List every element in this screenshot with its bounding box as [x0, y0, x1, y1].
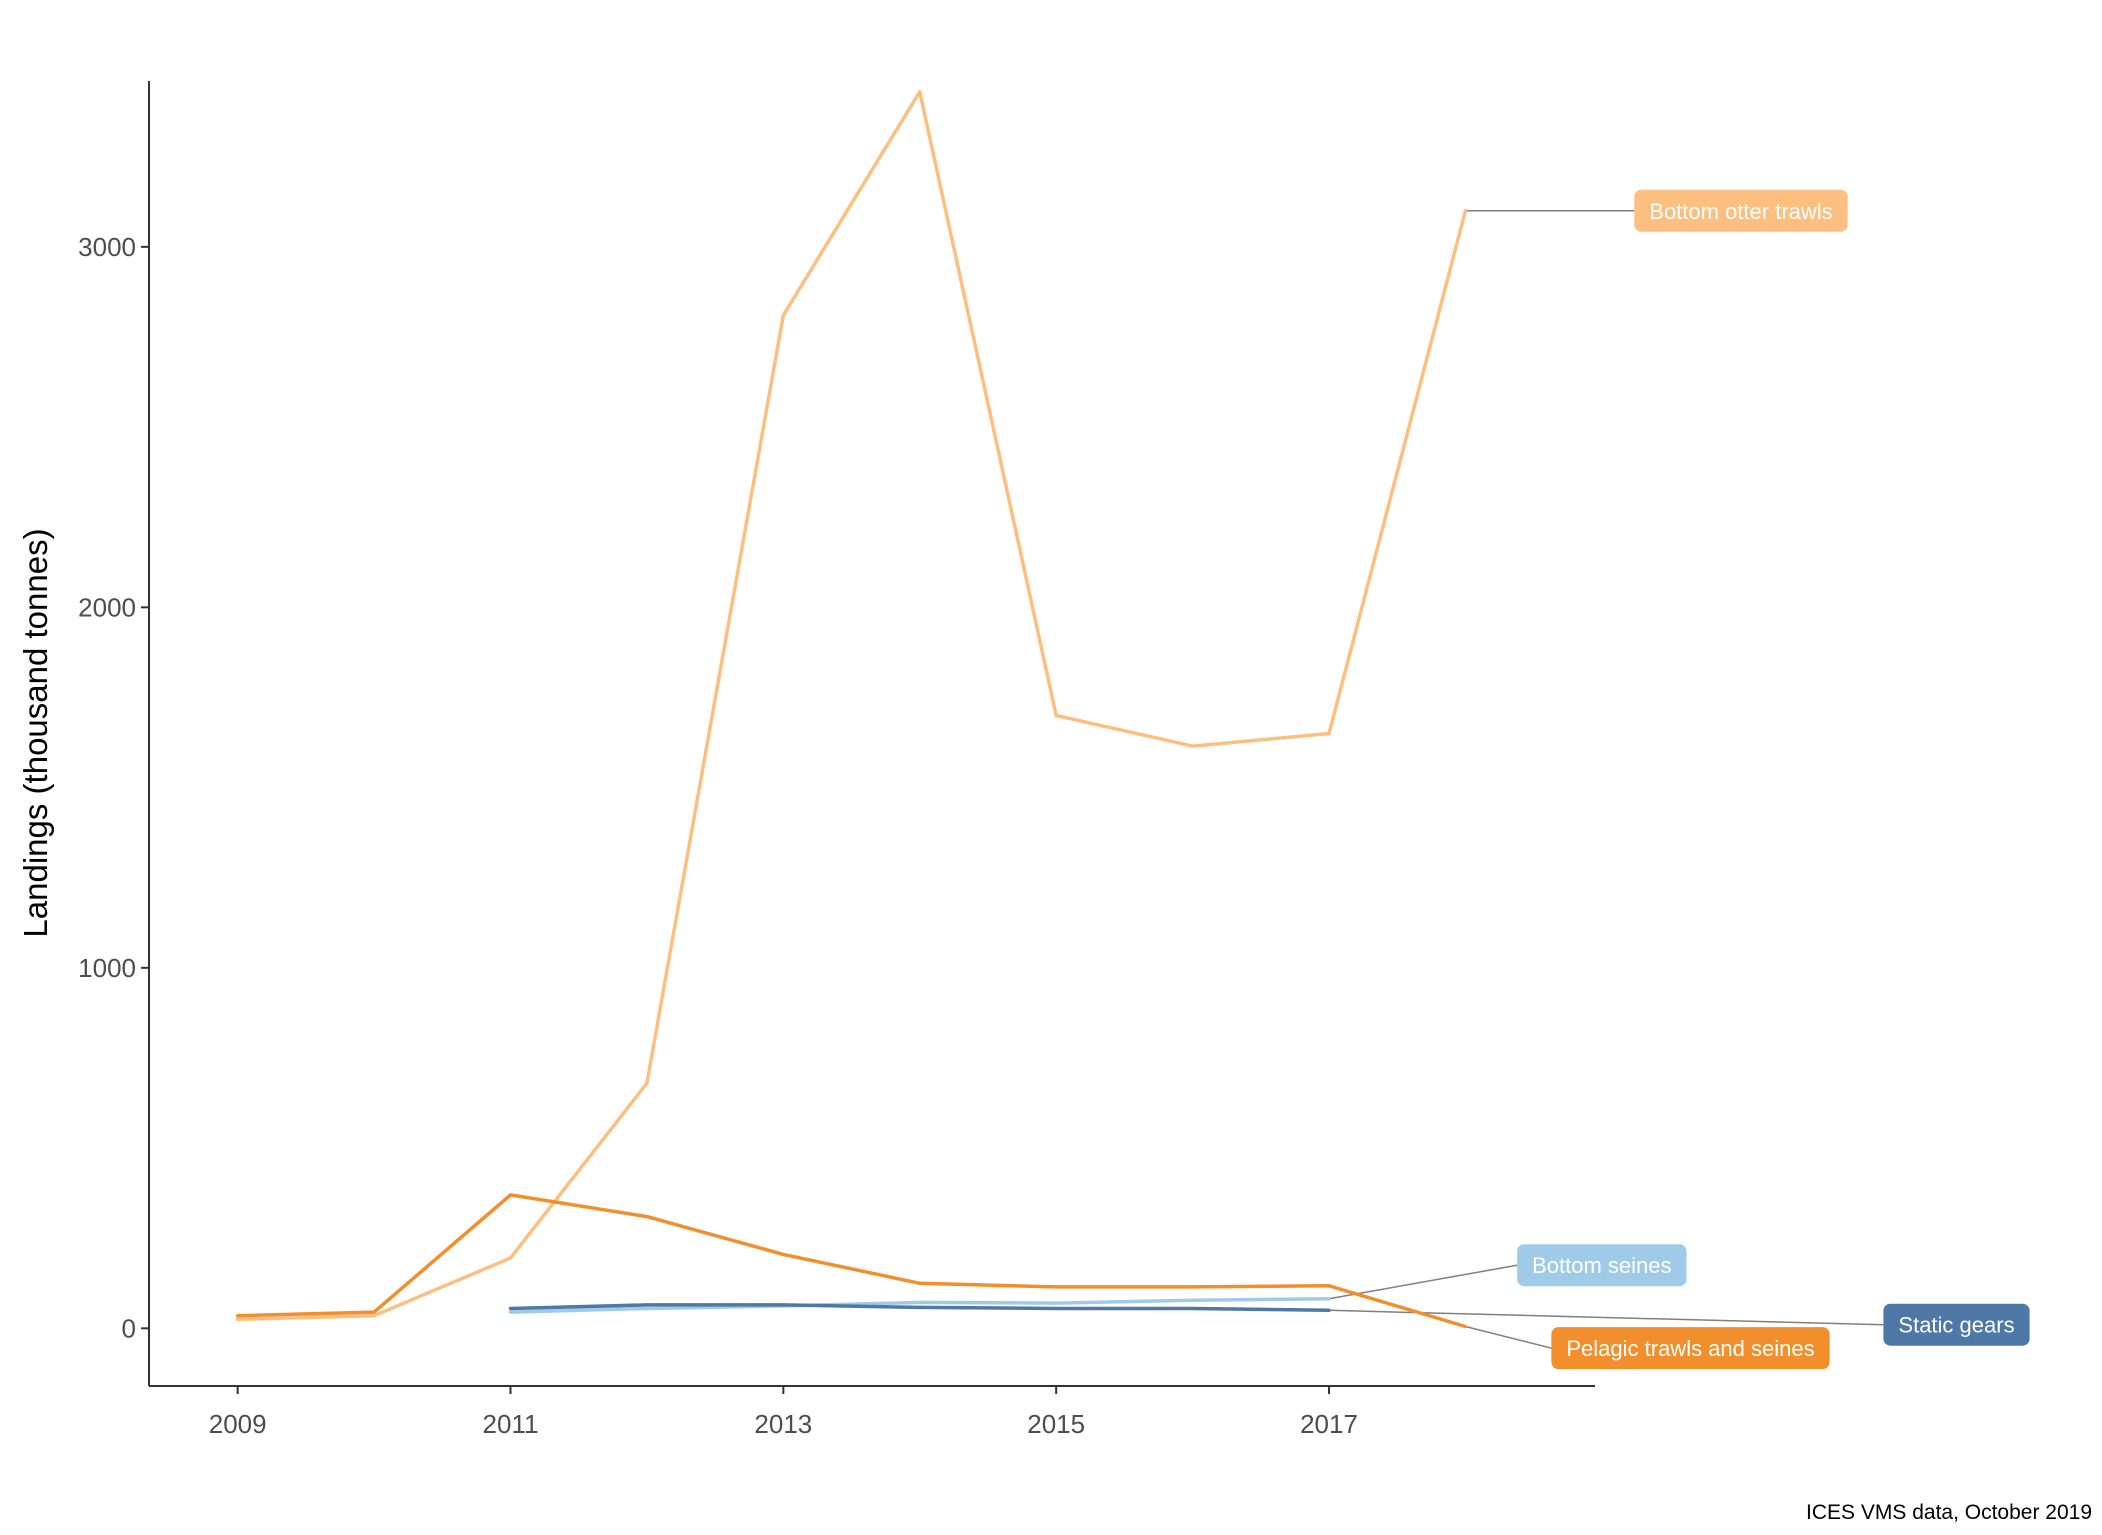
label-leader-lines: [1328, 210, 1884, 1349]
series-lines: [235, 90, 1468, 1329]
x-tick-label: 2015: [1027, 1409, 1085, 1439]
x-tick-label: 2017: [1300, 1409, 1358, 1439]
direct-label-box: [1517, 1244, 1687, 1287]
y-tick-label: 3000: [78, 232, 136, 262]
direct-label-text: Pelagic trawls and seines: [1566, 1336, 1814, 1361]
direct-label-box: [1551, 1327, 1830, 1370]
x-tick-label: 2013: [754, 1409, 812, 1439]
series-line-pelagic-trawls-and-seines: [235, 1193, 1468, 1329]
direct-label-box: [1883, 1303, 2030, 1346]
x-axis-ticks: 2009 2011 2013 2015 2017: [209, 1386, 1358, 1439]
y-tick-label: 1000: [78, 953, 136, 983]
direct-label-text: Bottom seines: [1532, 1253, 1671, 1278]
direct-label-bottom-seines: Bottom seines: [1517, 1244, 1687, 1287]
x-tick-label: 2009: [209, 1409, 267, 1439]
y-axis-ticks: 0 1000 2000 3000: [78, 232, 149, 1343]
series-line-bottom-otter-trawls: [235, 90, 1468, 1322]
direct-label-bottom-otter-trawls: Bottom otter trawls: [1634, 189, 1848, 232]
series-direct-labels: Bottom otter trawls Bottom seines Static g…: [1517, 189, 2030, 1370]
label-leader-line: [1328, 1309, 1884, 1326]
direct-label-pelagic-trawls-and-seines: Pelagic trawls and seines: [1551, 1327, 1830, 1370]
direct-label-text: Static gears: [1898, 1313, 2014, 1338]
direct-label-box: [1634, 189, 1848, 232]
y-tick-label: 0: [122, 1313, 136, 1343]
y-tick-label: 2000: [78, 592, 136, 622]
chart-axes: [148, 81, 1595, 1387]
chart-caption: ICES VMS data, October 2019: [1806, 1501, 2092, 1524]
direct-label-static-gears: Static gears: [1883, 1303, 2030, 1346]
x-tick-label: 2011: [483, 1409, 539, 1439]
direct-label-text: Bottom otter trawls: [1649, 199, 1832, 224]
y-axis-title: Landings (thousand tonnes): [17, 528, 54, 937]
label-leader-line: [1328, 1264, 1518, 1300]
series-line-static-gears: [508, 1303, 1331, 1313]
label-leader-line: [1465, 1325, 1552, 1349]
series-line-bottom-seines: [508, 1297, 1331, 1314]
